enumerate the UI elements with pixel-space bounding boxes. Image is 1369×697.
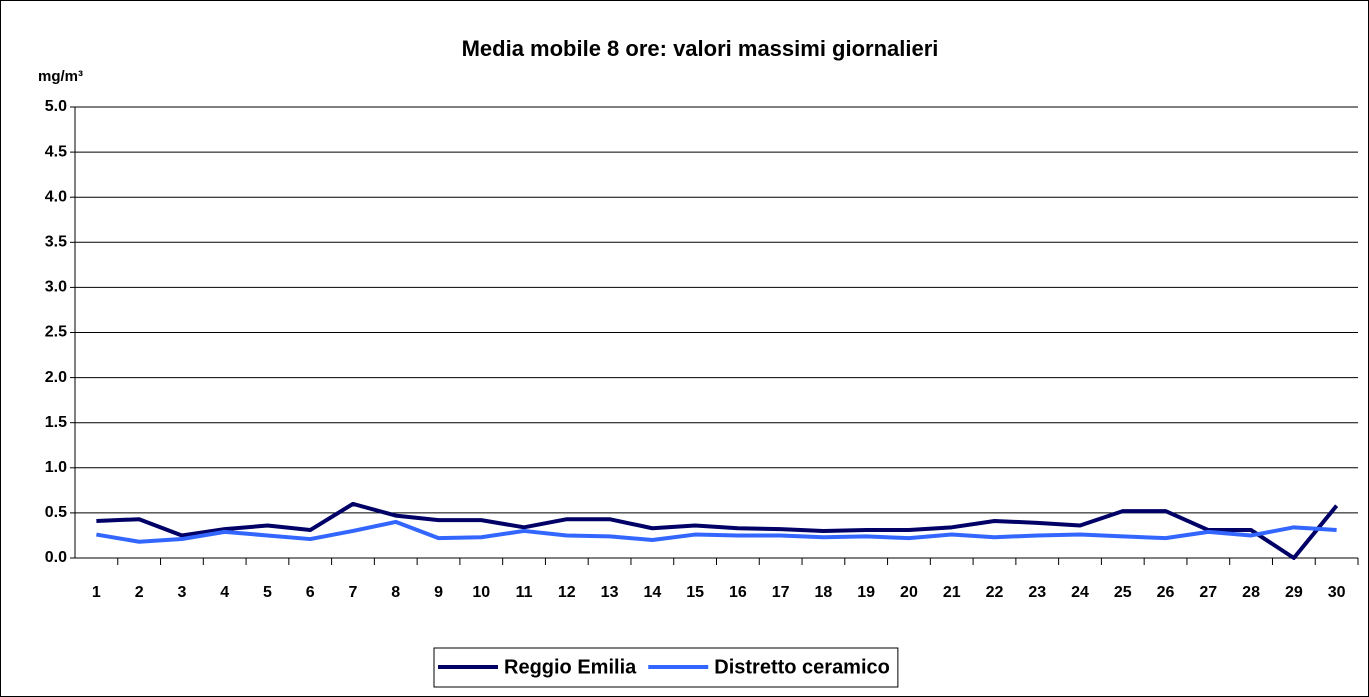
x-tick-label: 17 (772, 584, 790, 601)
x-tick-label: 25 (1114, 584, 1132, 601)
y-tick-label: 1.0 (45, 459, 67, 476)
y-tick-label: 3.0 (45, 279, 67, 296)
y-tick-label: 4.5 (45, 143, 67, 160)
x-tick-label: 4 (220, 584, 229, 601)
x-tick-label: 6 (306, 584, 315, 601)
x-tick-label: 15 (686, 584, 704, 601)
x-tick-label: 10 (472, 584, 490, 601)
x-tick-label: 16 (729, 584, 747, 601)
y-tick-label: 2.0 (45, 369, 67, 386)
y-tick-label: 0.0 (45, 549, 67, 566)
x-tick-label: 29 (1285, 584, 1303, 601)
x-tick-label: 26 (1157, 584, 1175, 601)
x-tick-label: 14 (643, 584, 661, 601)
x-tick-label: 28 (1242, 584, 1260, 601)
legend-label: Reggio Emilia (504, 656, 637, 678)
line-series (96, 519, 1337, 544)
y-tick-label: 5.0 (45, 98, 67, 115)
x-tick-label: 18 (815, 584, 833, 601)
y-axis-label: mg/m³ (38, 68, 83, 85)
x-tick-label: 13 (601, 584, 619, 601)
chart-title: Media mobile 8 ore: valori massimi giorn… (462, 36, 939, 61)
x-tick-label: 5 (263, 584, 272, 601)
x-tick-label: 7 (349, 584, 358, 601)
x-tick-label: 3 (177, 584, 186, 601)
x-tick-label: 21 (943, 584, 961, 601)
x-tick-label: 9 (434, 584, 443, 601)
x-tick-label: 8 (391, 584, 400, 601)
x-tick-label: 11 (516, 584, 533, 601)
x-tick-label: 23 (1028, 584, 1046, 601)
y-tick-label: 1.5 (45, 414, 67, 431)
x-tick-label: 22 (986, 584, 1004, 601)
x-tick-label: 27 (1199, 584, 1217, 601)
y-tick-label: 3.5 (45, 234, 67, 251)
x-tick-label: 20 (900, 584, 918, 601)
line-series (96, 501, 1339, 560)
x-tick-label: 30 (1328, 584, 1346, 601)
y-tick-label: 0.5 (45, 504, 67, 521)
x-tick-label: 2 (135, 584, 144, 601)
x-tick-label: 19 (857, 584, 875, 601)
x-tick-label: 24 (1071, 584, 1089, 601)
legend-label: Distretto ceramico (714, 656, 890, 678)
x-tick-label: 12 (558, 584, 576, 601)
y-tick-label: 4.0 (45, 188, 67, 205)
y-tick-label: 2.5 (45, 324, 67, 341)
x-tick-label: 1 (92, 584, 101, 601)
